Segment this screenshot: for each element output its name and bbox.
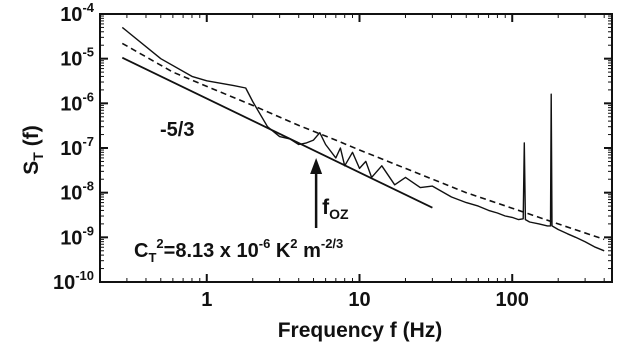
y-tick-exponent: -9 [82,223,94,238]
y-tick-mantissa: 10 [53,272,75,294]
fOZ-sub: OZ [329,206,349,222]
ct-main: C [134,240,148,262]
ct-eq: =8.13 x 10 [164,240,259,262]
x-axis-title: Frequency f (Hz) [278,319,443,342]
ct-annotation: CT2=8.13 x 10-6 K2 m-2/3 [134,236,343,265]
y-axis-title-rest: (f) [20,125,43,152]
y-axis-title-main: S [20,161,43,175]
y-tick-mantissa: 10 [60,138,82,160]
y-tick-exponent: -10 [75,268,94,283]
y-tick-label: 10-10 [53,268,94,294]
ct-m-exp: -2/3 [321,236,343,251]
fOZ-label: fOZ [322,196,349,222]
y-tick-exponent: -7 [82,134,94,149]
series-line-2-dashed [121,42,605,241]
y-tick-label: 10-7 [60,134,94,160]
y-tick-exponent: -6 [82,89,94,104]
y-tick-mantissa: 10 [60,49,82,71]
y-tick-mantissa: 10 [60,227,82,249]
ct-exp: -6 [259,236,271,251]
y-axis-title-sub: T [30,152,46,161]
ct-k: K [270,240,291,262]
x-tick-label: 10 [348,289,370,311]
x-tick-label: 100 [496,289,529,311]
y-tick-mantissa: 10 [60,183,82,205]
y-tick-label: 10-9 [60,223,94,249]
fOZ-main: f [322,196,330,219]
ct-k-exp: 2 [290,236,297,251]
y-tick-label: 10-6 [60,89,94,115]
series-line-1-solid-noisy [121,26,605,252]
y-tick-exponent: -8 [82,179,94,194]
y-tick-label: 10-8 [60,179,94,205]
y-axis-title: ST (f) [20,125,46,174]
y-tick-exponent: -4 [82,0,94,15]
y-tick-label: 10-5 [60,45,94,71]
ct-m: m [298,240,321,262]
y-tick-mantissa: 10 [60,4,82,26]
fOZ-arrow [310,158,323,228]
ct-sup: 2 [156,236,163,251]
y-tick-exponent: -5 [82,45,94,60]
x-tick-label: 1 [201,289,212,311]
ct-sub: T [148,250,156,265]
series-line-3-reference-slope [121,56,433,209]
y-tick-mantissa: 10 [60,93,82,115]
slope-label: -5/3 [160,119,194,141]
y-tick-label: 10-4 [60,0,95,26]
